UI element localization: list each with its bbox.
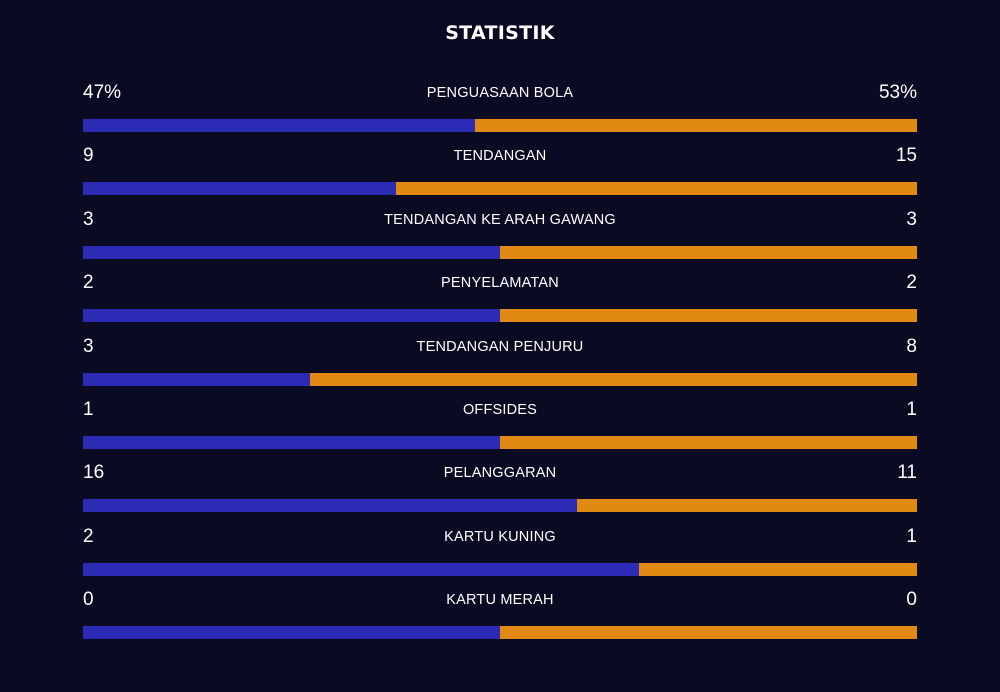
away-bar-fill <box>395 182 917 196</box>
stat-header: 16 PELANGGARAN 11 <box>83 460 917 487</box>
stat-header: 47% PENGUASAAN BOLA 53% <box>83 80 917 107</box>
comparison-bar <box>83 499 917 513</box>
away-bar-fill <box>474 119 917 132</box>
stat-row: 2 PENYELAMATAN 2 <box>83 270 917 333</box>
stats-list: 47% PENGUASAAN BOLA 53% 9 TENDANGAN 15 3… <box>83 80 917 651</box>
comparison-bar <box>83 182 917 196</box>
stat-header: 9 TENDANGAN 15 <box>83 143 917 170</box>
away-value: 53% <box>878 82 917 103</box>
home-bar-fill <box>83 245 500 259</box>
away-bar-fill <box>500 626 917 640</box>
stat-row: 47% PENGUASAAN BOLA 53% <box>83 80 917 143</box>
comparison-bar <box>83 435 917 449</box>
home-bar-fill <box>83 182 396 196</box>
home-value: 3 <box>83 208 94 230</box>
stat-row: 9 TENDANGAN 15 <box>83 143 917 206</box>
away-value: 15 <box>895 145 917 167</box>
home-bar-fill <box>83 435 500 449</box>
stat-row: 0 KARTU MERAH 0 <box>83 587 917 650</box>
stats-title: STATISTIK <box>445 22 555 44</box>
stat-header: 2 KARTU KUNING 1 <box>83 524 917 551</box>
stat-header: 3 TENDANGAN PENJURU 8 <box>83 334 917 361</box>
away-value: 0 <box>906 589 917 611</box>
away-value: 3 <box>906 208 917 230</box>
stat-label: KARTU KUNING <box>444 528 556 545</box>
away-value: 1 <box>906 525 917 547</box>
home-bar-fill <box>83 626 500 640</box>
away-bar-fill <box>577 499 917 513</box>
stat-label: OFFSIDES <box>462 401 538 418</box>
stat-label: TENDANGAN PENJURU <box>416 338 584 355</box>
home-value: 16 <box>83 462 105 484</box>
home-value: 2 <box>83 525 94 547</box>
home-bar-fill <box>83 309 500 323</box>
away-value: 1 <box>906 398 917 420</box>
away-value: 2 <box>906 272 917 294</box>
away-bar-fill <box>310 372 917 386</box>
stat-row: 3 TENDANGAN PENJURU 8 <box>83 334 917 397</box>
comparison-bar <box>83 309 917 323</box>
home-value: 9 <box>83 145 94 167</box>
stat-label: PENYELAMATAN <box>441 275 559 292</box>
comparison-bar <box>83 562 917 576</box>
home-bar-fill <box>83 372 311 386</box>
home-value: 2 <box>83 272 94 294</box>
home-value: 3 <box>83 335 94 357</box>
home-value: 0 <box>83 589 94 611</box>
stat-label: TENDANGAN KE ARAH GAWANG <box>384 211 616 228</box>
stat-header: 3 TENDANGAN KE ARAH GAWANG 3 <box>83 207 917 234</box>
stat-label: PELANGGARAN <box>443 465 557 482</box>
comparison-bar <box>83 245 917 259</box>
away-bar-fill <box>500 309 917 323</box>
stat-label: PENGUASAAN BOLA <box>426 85 574 101</box>
away-bar-fill <box>500 435 917 449</box>
home-value: 1 <box>83 398 94 420</box>
stat-label: TENDANGAN <box>453 148 547 165</box>
stat-row: 2 KARTU KUNING 1 <box>83 524 917 587</box>
stat-row: 16 PELANGGARAN 11 <box>83 460 917 523</box>
away-bar-fill <box>500 245 917 259</box>
home-bar-fill <box>83 119 475 132</box>
stat-header: 0 KARTU MERAH 0 <box>83 587 917 614</box>
away-value: 11 <box>897 462 917 484</box>
stat-row: 1 OFFSIDES 1 <box>83 397 917 460</box>
home-bar-fill <box>83 562 640 576</box>
home-value: 47% <box>83 82 122 103</box>
stat-header: 1 OFFSIDES 1 <box>83 397 917 424</box>
comparison-bar <box>83 119 917 132</box>
stat-row: 3 TENDANGAN KE ARAH GAWANG 3 <box>83 207 917 270</box>
stat-header: 2 PENYELAMATAN 2 <box>83 270 917 297</box>
stat-label: KARTU MERAH <box>446 592 554 609</box>
comparison-bar <box>83 626 917 640</box>
away-value: 8 <box>906 335 917 357</box>
comparison-bar <box>83 372 917 386</box>
home-bar-fill <box>83 499 578 513</box>
away-bar-fill <box>639 562 917 576</box>
